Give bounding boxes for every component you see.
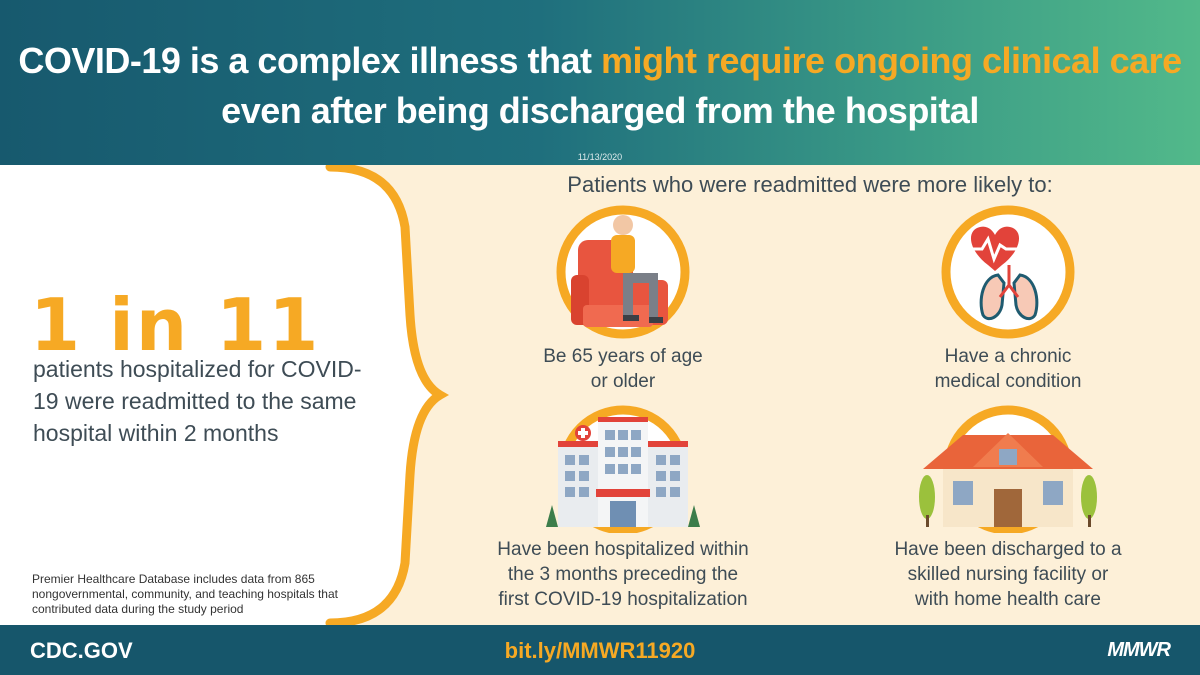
elderly-person-chair-icon	[556, 205, 690, 339]
hospital-icon	[546, 405, 700, 533]
label-line: Be 65 years of age	[543, 346, 703, 367]
left-panel-shape	[0, 165, 449, 625]
title-part2: even after being discharged from the hos…	[221, 90, 979, 131]
header-banner: COVID-19 is a complex illness that might…	[0, 0, 1200, 165]
footer-bar: CDC.GOV bit.ly/MMWR11920 MMWR	[0, 625, 1200, 675]
title-part1: COVID-19 is a complex illness that	[18, 40, 602, 81]
label-line: skilled nursing facility or	[907, 564, 1109, 585]
heart-lungs-icon	[941, 205, 1075, 339]
footnote: Premier Healthcare Database includes dat…	[32, 572, 338, 616]
label-line: or older	[590, 371, 656, 392]
stat-description: patients hospitalized for COVID-19 were …	[33, 356, 362, 446]
house-icon	[919, 405, 1097, 533]
risk-item-chronic: Have a chronic medical condition	[843, 205, 1173, 394]
report-link[interactable]: bit.ly/MMWR11920	[504, 638, 696, 663]
label-line: Have been hospitalized within	[497, 539, 749, 560]
site-link[interactable]: CDC.GOV	[30, 638, 133, 663]
title-highlight: might require ongoing clinical care	[601, 40, 1182, 81]
page-title: COVID-19 is a complex illness that might…	[0, 36, 1200, 136]
label-line: Have a chronic	[944, 346, 1072, 367]
risk-item-age-label: Be 65 years of age or older	[458, 344, 788, 394]
label-line: with home health care	[915, 589, 1101, 610]
risk-item-discharge-care-label: Have been discharged to a skilled nursin…	[843, 537, 1173, 612]
risk-item-chronic-label: Have a chronic medical condition	[843, 344, 1173, 394]
risk-item-age: Be 65 years of age or older	[458, 205, 788, 394]
label-line: first COVID-19 hospitalization	[498, 589, 748, 610]
section-subtitle: Patients who were readmitted were more l…	[567, 172, 1053, 197]
label-line: Have been discharged to a	[894, 539, 1122, 560]
stat-value: 1 in 11	[30, 283, 321, 367]
risk-item-discharge-care: Have been discharged to a skilled nursin…	[843, 405, 1173, 612]
brace-icon	[325, 165, 449, 625]
risk-item-prior-hospitalization-label: Have been hospitalized within the 3 mont…	[458, 537, 788, 612]
publish-date: 11/13/2020	[577, 152, 623, 162]
label-line: the 3 months preceding the	[507, 564, 739, 585]
mmwr-logo: MMWR	[1107, 639, 1171, 661]
risk-item-prior-hospitalization: Have been hospitalized within the 3 mont…	[458, 405, 788, 612]
label-line: medical condition	[934, 371, 1082, 392]
